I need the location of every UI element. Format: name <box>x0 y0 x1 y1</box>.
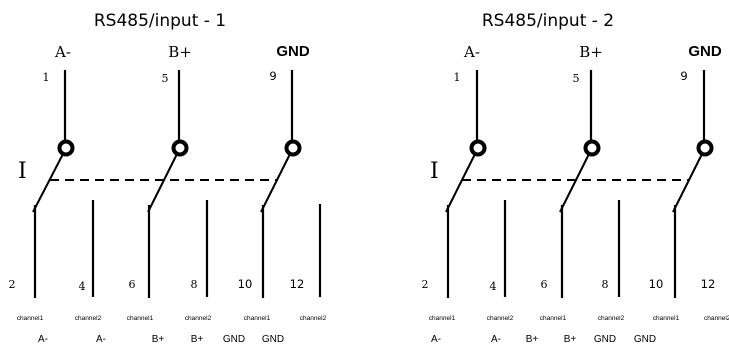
pivot-contact-gnd <box>284 139 302 157</box>
channel-label-8: channel2 <box>598 315 625 322</box>
output-number-6: 6 <box>541 278 548 291</box>
pin-label-a-minus: A- <box>54 43 71 61</box>
output-number-8: 8 <box>191 278 198 291</box>
pin-label-gnd: GND <box>276 43 310 60</box>
pivot-contact-b <box>171 139 189 157</box>
pivot-contact-b <box>583 139 601 157</box>
signal-label-8: B+ <box>191 334 204 344</box>
signal-label-2: A- <box>431 334 441 344</box>
pin-label-gnd: GND <box>688 43 722 60</box>
channel-label-4: channel2 <box>487 315 514 322</box>
switch-blade-b <box>147 151 179 213</box>
signal-label-4: A- <box>491 334 501 344</box>
pivot-contact-gnd <box>696 139 714 157</box>
pivot-contact-a <box>57 139 75 157</box>
pin-label-b-plus: B+ <box>579 43 603 61</box>
channel-label-2: channel1 <box>429 315 456 322</box>
pivot-contact-a <box>469 139 487 157</box>
pin-number-9: 9 <box>680 69 687 83</box>
output-number-10: 10 <box>238 277 253 291</box>
channel-label-4: channel2 <box>75 315 102 322</box>
signal-label-10: GND <box>594 334 616 344</box>
switch-blade-b <box>559 151 591 213</box>
pin-number-1: 1 <box>43 71 50 84</box>
switch-blade-gnd <box>672 151 704 213</box>
pin-label-b-plus: B+ <box>168 43 192 61</box>
channel-label-10: channel1 <box>244 315 271 322</box>
pin-number-5: 5 <box>573 72 580 85</box>
channel-label-2: channel1 <box>17 315 44 322</box>
channel-label-8: channel2 <box>185 315 212 322</box>
channel-label-6: channel1 <box>127 315 154 322</box>
output-number-10: 10 <box>649 277 664 291</box>
channel-label-12: channel2 <box>300 315 327 322</box>
switch-blade-gnd <box>260 151 292 213</box>
pin-number-5: 5 <box>162 72 169 85</box>
channel-label-6: channel1 <box>540 315 567 322</box>
channel-label-10: channel1 <box>653 315 680 322</box>
output-number-4: 4 <box>490 280 497 293</box>
signal-label-6: B+ <box>526 334 539 344</box>
output-number-4: 4 <box>79 280 86 293</box>
output-number-12: 12 <box>701 277 716 291</box>
diagram-2: RS485/input - 2 A- B+ GND 1 5 9 I 2 <box>422 11 729 344</box>
switch-label: I <box>18 159 27 184</box>
switch-blade-a <box>32 151 65 213</box>
signal-label-8: B+ <box>564 334 577 344</box>
diagram-title: RS485/input - 2 <box>482 11 614 31</box>
output-number-2: 2 <box>9 278 16 291</box>
signal-label-12: GND <box>634 334 656 344</box>
signal-label-4: A- <box>96 334 106 344</box>
channel-label-12: channel2 <box>704 315 729 322</box>
output-number-2: 2 <box>422 278 429 291</box>
pin-number-9: 9 <box>269 69 276 83</box>
diagram-title: RS485/input - 1 <box>94 11 226 31</box>
output-number-12: 12 <box>290 277 305 291</box>
output-number-6: 6 <box>129 278 136 291</box>
signal-label-10: GND <box>223 334 245 344</box>
switch-blade-a <box>445 151 477 213</box>
signal-label-6: B+ <box>152 334 165 344</box>
pin-number-1: 1 <box>454 71 461 84</box>
signal-label-12: GND <box>262 334 284 344</box>
signal-label-2: A- <box>38 334 48 344</box>
pin-label-a-minus: A- <box>463 43 480 61</box>
output-number-8: 8 <box>602 278 609 291</box>
diagram-1: RS485/input - 1 A- B+ GND 1 5 9 I <box>9 11 327 344</box>
switch-label: I <box>430 159 439 184</box>
